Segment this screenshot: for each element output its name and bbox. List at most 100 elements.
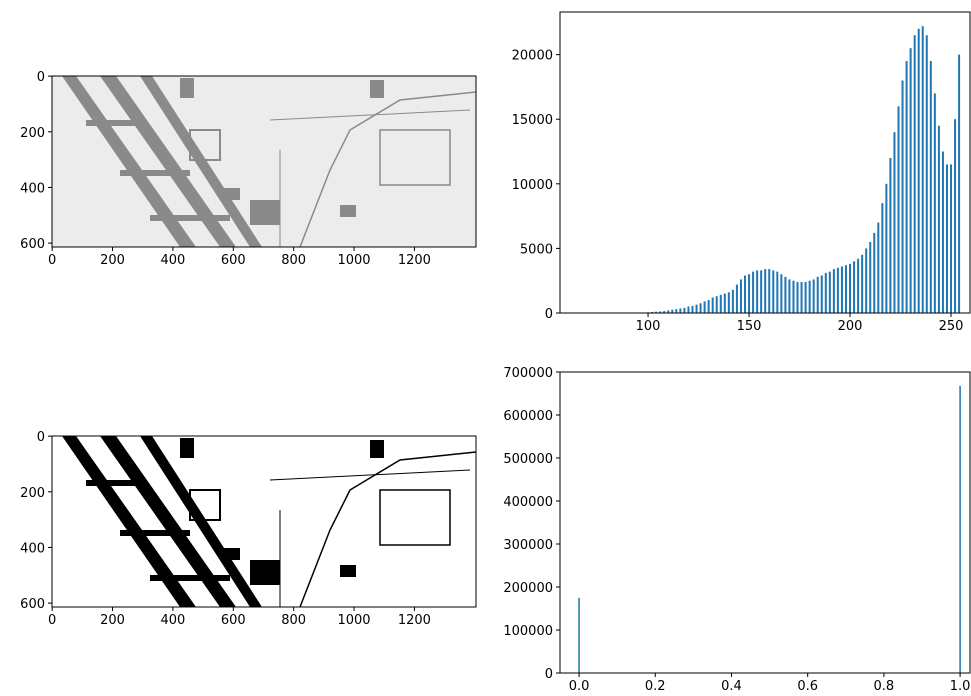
bar <box>945 164 948 313</box>
bar <box>804 281 807 313</box>
y-tick-label: 300000 <box>503 538 553 553</box>
x-tick-label: 200 <box>838 319 863 334</box>
y-tick-label: 200 <box>20 486 45 501</box>
bar <box>651 311 654 313</box>
x-tick-label: 1000 <box>337 253 370 268</box>
bar <box>800 281 803 313</box>
x-tick-label: 600 <box>221 253 246 268</box>
bar <box>849 263 852 313</box>
bar <box>941 151 944 313</box>
bar <box>675 309 678 313</box>
bar <box>691 305 694 313</box>
x-tick-label: 1200 <box>398 613 431 628</box>
bar <box>743 275 747 313</box>
bar <box>659 311 662 313</box>
x-tick-label: 1.0 <box>950 679 971 694</box>
x-tick-label: 400 <box>160 613 185 628</box>
x-tick-label: 200 <box>100 613 125 628</box>
bar <box>776 271 779 313</box>
bar <box>663 311 666 313</box>
bar <box>857 258 860 313</box>
bar <box>707 300 710 313</box>
bar <box>929 61 932 313</box>
x-tick-label: 0.2 <box>645 679 666 694</box>
x-tick-label: 1000 <box>337 613 370 628</box>
bar <box>844 265 847 313</box>
bar <box>917 28 920 313</box>
axes-frame <box>559 11 971 314</box>
bar <box>788 279 791 313</box>
x-tick-label: 250 <box>939 319 964 334</box>
bar <box>699 303 702 313</box>
bar <box>836 267 839 313</box>
y-tick-label: 100000 <box>503 624 553 639</box>
axes-frame <box>559 371 971 674</box>
bar <box>715 296 718 313</box>
bar <box>828 271 831 313</box>
bar <box>772 270 775 313</box>
bar <box>913 35 916 313</box>
bar <box>869 241 872 313</box>
y-tick-label: 600000 <box>503 409 553 424</box>
bar <box>958 54 961 314</box>
bar <box>832 269 835 313</box>
bar <box>695 304 698 313</box>
bar <box>877 222 880 313</box>
bar <box>812 279 815 313</box>
bar <box>925 35 928 313</box>
bar <box>731 289 734 313</box>
bar <box>893 132 896 313</box>
bar <box>897 106 900 313</box>
bar <box>578 597 580 673</box>
bar <box>752 271 755 313</box>
bar <box>711 297 714 313</box>
y-tick-label: 600 <box>20 237 45 252</box>
bar <box>824 272 827 313</box>
y-tick-label: 5000 <box>520 242 553 257</box>
bar <box>921 26 924 314</box>
y-tick-label: 20000 <box>512 49 553 64</box>
bar <box>768 269 771 313</box>
y-tick-label: 15000 <box>512 113 553 128</box>
bar <box>756 270 759 313</box>
x-tick-label: 0.4 <box>721 679 742 694</box>
y-tick-label: 500000 <box>503 452 553 467</box>
y-tick-label: 0 <box>545 667 553 682</box>
y-tick-label: 0 <box>37 70 45 85</box>
x-tick-label: 0.8 <box>874 679 895 694</box>
y-tick-label: 700000 <box>503 366 553 381</box>
bar <box>671 309 674 313</box>
bar <box>703 301 706 313</box>
bar <box>780 274 783 313</box>
y-tick-label: 0 <box>37 430 45 445</box>
x-tick-label: 0.0 <box>569 679 590 694</box>
bar <box>901 80 904 314</box>
x-tick-label: 800 <box>281 613 306 628</box>
bar <box>840 266 843 313</box>
x-tick-label: 0.6 <box>797 679 818 694</box>
bar <box>792 280 795 313</box>
x-tick-label: 400 <box>160 253 185 268</box>
y-tick-label: 400 <box>20 181 45 196</box>
bar <box>816 276 819 313</box>
x-tick-label: 200 <box>100 253 125 268</box>
bar <box>723 293 726 313</box>
bar <box>853 261 856 313</box>
bar <box>954 119 957 313</box>
bar <box>687 306 690 313</box>
x-tick-label: 0 <box>48 253 56 268</box>
bar <box>865 248 868 313</box>
x-tick-label: 150 <box>737 319 762 334</box>
bar <box>905 61 908 313</box>
bar <box>881 203 884 313</box>
bar <box>667 310 670 313</box>
bar <box>861 254 864 313</box>
x-tick-label: 1200 <box>398 253 431 268</box>
bar <box>796 281 799 313</box>
y-tick-label: 400000 <box>503 495 553 510</box>
axes-frame <box>51 75 477 248</box>
bar <box>748 274 751 313</box>
bar <box>683 307 686 313</box>
